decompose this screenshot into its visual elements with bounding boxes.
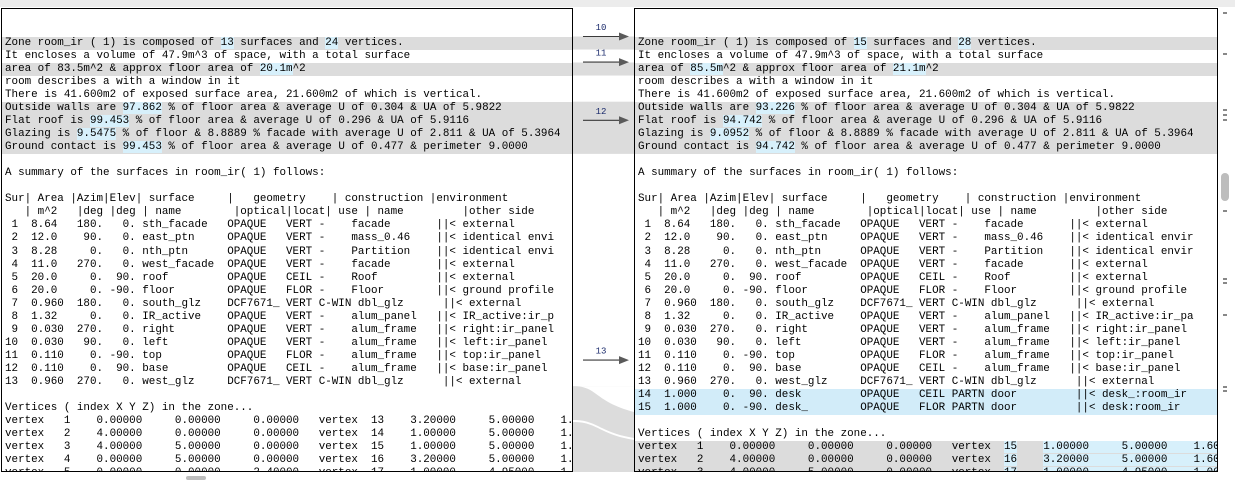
svg-text:13: 13 bbox=[596, 347, 607, 357]
svg-text:11: 11 bbox=[596, 49, 607, 59]
svg-text:12: 12 bbox=[596, 107, 607, 117]
svg-text:10: 10 bbox=[596, 23, 607, 33]
